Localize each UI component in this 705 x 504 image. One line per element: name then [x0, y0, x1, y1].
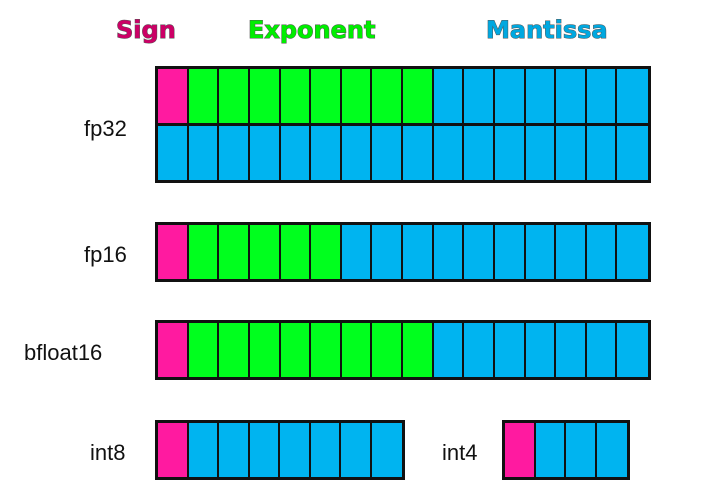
fp16-mantissa-bit: [464, 225, 495, 279]
fp16-mantissa-bit: [617, 225, 648, 279]
fp32-mantissa-bit: [280, 126, 312, 180]
int4-bits-row: [502, 420, 630, 480]
fp32-mantissa-bit: [494, 126, 526, 180]
legend-exponent-label: Exponent: [247, 16, 376, 45]
fp32-exponent-bit: [188, 69, 220, 123]
fp16-mantissa-bit: [586, 225, 618, 279]
fp32-bits-row-2: [155, 123, 651, 183]
fp32-exponent-bit: [341, 69, 373, 123]
fp16-mantissa-bit: [341, 225, 373, 279]
fp32-mantissa-bit: [433, 126, 465, 180]
fp32-label: fp32: [84, 116, 127, 141]
bfloat16-exponent-bit: [280, 323, 312, 377]
fp32-mantissa-bit: [188, 126, 220, 180]
int8-mantissa-bit: [371, 423, 402, 477]
int4-label: int4: [442, 440, 478, 465]
fp32-bits-row-1: [155, 66, 651, 126]
fp32-mantissa-bit: [556, 126, 587, 180]
int4-sign-bit: [505, 423, 536, 477]
fp32-exponent-bit: [403, 69, 434, 123]
fp16-exponent-bit: [188, 225, 220, 279]
fp16-mantissa-bit: [494, 225, 526, 279]
int8-label: int8: [90, 440, 126, 465]
fp16-bits-row: [155, 222, 651, 282]
fp32-mantissa-bit: [219, 126, 250, 180]
int4-mantissa-bit: [535, 423, 566, 477]
int8-mantissa-bit: [310, 423, 341, 477]
fp32-mantissa-bit: [494, 69, 526, 123]
fp32-mantissa-bit: [403, 126, 434, 180]
fp16-mantissa-bit: [372, 225, 403, 279]
bfloat16-exponent-bit: [372, 323, 403, 377]
bfloat16-label: bfloat16: [24, 340, 103, 365]
legend-sign-label: Sign: [116, 16, 177, 45]
fp32-mantissa-bit: [372, 126, 403, 180]
int8-mantissa-bit: [341, 423, 372, 477]
fp32-mantissa-bit: [617, 126, 648, 180]
fp16-exponent-bit: [280, 225, 312, 279]
bfloat16-mantissa-bit: [525, 323, 557, 377]
bfloat16-mantissa-bit: [617, 323, 648, 377]
int8-mantissa-bit: [219, 423, 250, 477]
bfloat16-mantissa-bit: [494, 323, 526, 377]
int4-mantissa-bit: [596, 423, 627, 477]
bfloat16-sign-bit: [158, 323, 189, 377]
fp32-mantissa-bit: [525, 69, 557, 123]
bfloat16-exponent-bit: [341, 323, 373, 377]
fp32-mantissa-bit: [586, 69, 618, 123]
fp32-exponent-bit: [219, 69, 250, 123]
int8-bits-row: [155, 420, 405, 480]
fp32-mantissa-bit: [586, 126, 618, 180]
fp32-mantissa-bit: [249, 126, 281, 180]
fp32-mantissa-bit: [341, 126, 373, 180]
fp16-mantissa-bit: [403, 225, 434, 279]
bfloat16-mantissa-bit: [556, 323, 587, 377]
fp32-exponent-bit: [280, 69, 312, 123]
bfloat16-bits-row: [155, 320, 651, 380]
fp32-mantissa-bit: [158, 126, 189, 180]
int8-sign-bit: [158, 423, 189, 477]
fp32-exponent-bit: [249, 69, 281, 123]
bfloat16-mantissa-bit: [586, 323, 618, 377]
int8-mantissa-bit: [249, 423, 280, 477]
fp32-mantissa-bit: [464, 126, 495, 180]
fp32-mantissa-bit: [556, 69, 587, 123]
fp32-mantissa-bit: [525, 126, 557, 180]
int8-mantissa-bit: [188, 423, 219, 477]
fp32-exponent-bit: [311, 69, 342, 123]
fp32-sign-bit: [158, 69, 189, 123]
fp32-mantissa-bit: [617, 69, 648, 123]
legend-mantissa-label: Mantissa: [486, 16, 609, 45]
bfloat16-exponent-bit: [219, 323, 250, 377]
fp16-mantissa-bit: [525, 225, 557, 279]
fp32-mantissa-bit: [464, 69, 495, 123]
fp16-mantissa-bit: [556, 225, 587, 279]
fp16-label: fp16: [84, 242, 127, 267]
fp16-exponent-bit: [219, 225, 250, 279]
fp16-mantissa-bit: [433, 225, 465, 279]
bfloat16-mantissa-bit: [464, 323, 495, 377]
fp32-exponent-bit: [372, 69, 403, 123]
fp16-exponent-bit: [249, 225, 281, 279]
int4-mantissa-bit: [566, 423, 597, 477]
fp32-mantissa-bit: [433, 69, 465, 123]
fp16-exponent-bit: [311, 225, 342, 279]
bfloat16-mantissa-bit: [433, 323, 465, 377]
bfloat16-exponent-bit: [249, 323, 281, 377]
bfloat16-exponent-bit: [311, 323, 342, 377]
bfloat16-exponent-bit: [403, 323, 434, 377]
int8-mantissa-bit: [280, 423, 311, 477]
fp32-mantissa-bit: [311, 126, 342, 180]
bfloat16-exponent-bit: [188, 323, 220, 377]
fp16-sign-bit: [158, 225, 189, 279]
